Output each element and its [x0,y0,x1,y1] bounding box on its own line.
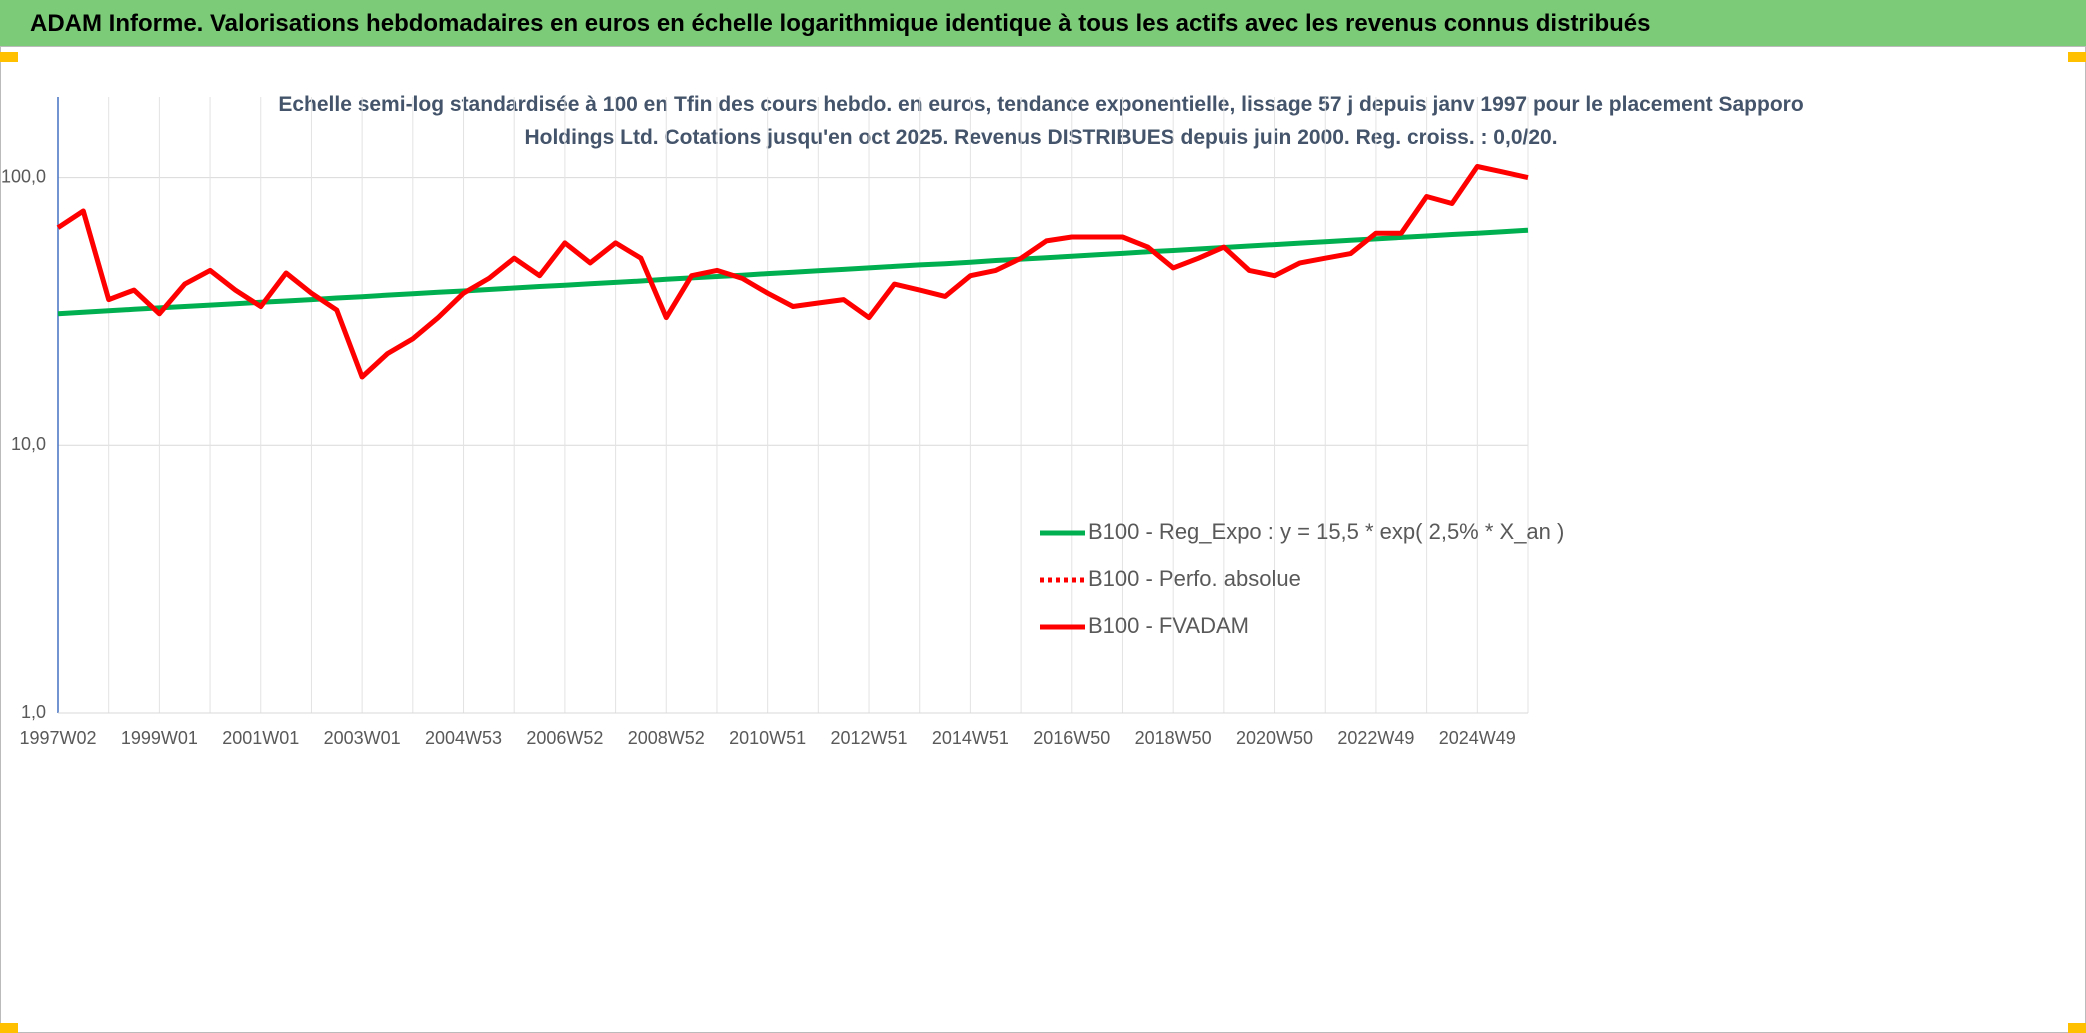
y-tick-label: 100,0 [1,166,46,186]
x-tick-label: 2018W50 [1135,728,1212,748]
chart: 1,0 10,0 100,0 1997W02 1999W01 2001W01 2003W01… [1,97,1564,748]
x-tick-label: 2022W49 [1337,728,1414,748]
corner [0,1023,18,1033]
corner [2068,1023,2086,1033]
x-tick-label: 1999W01 [121,728,198,748]
x-tick-label: 2024W49 [1439,728,1516,748]
x-tick-label: 2003W01 [324,728,401,748]
x-tick-label: 2014W51 [932,728,1009,748]
y-tick-label: 10,0 [11,434,46,454]
x-tick-label: 2006W52 [526,728,603,748]
header: ADAM Informe. Valorisations hebdomadaire… [0,0,2086,46]
legend-label: B100 - FVADAM [1088,613,1249,638]
x-tick-label: 2020W50 [1236,728,1313,748]
legend-label: B100 - Reg_Expo : y = 15,5 * exp( 2,5% *… [1088,519,1564,544]
series-line [57,227,1529,317]
x-tick-label: 2004W53 [425,728,502,748]
chart-title: ADAM Informe. Valorisations hebdomadaire… [30,10,1651,37]
series-line [56,164,1529,380]
x-tick-label: 2008W52 [628,728,705,748]
x-tick-label: 2001W01 [222,728,299,748]
x-tick-label: 2012W51 [831,728,908,748]
y-tick-label: 1,0 [21,702,46,722]
x-tick-label: 2016W50 [1033,728,1110,748]
x-tick-label: 2010W51 [729,728,806,748]
corner [0,52,18,62]
legend-label: B100 - Perfo. absolue [1088,566,1301,591]
corner [2068,52,2086,62]
chart-subtitle: Echelle semi-log standardisée à 100 en T… [278,93,1804,149]
x-tick-label: 1997W02 [19,728,96,748]
